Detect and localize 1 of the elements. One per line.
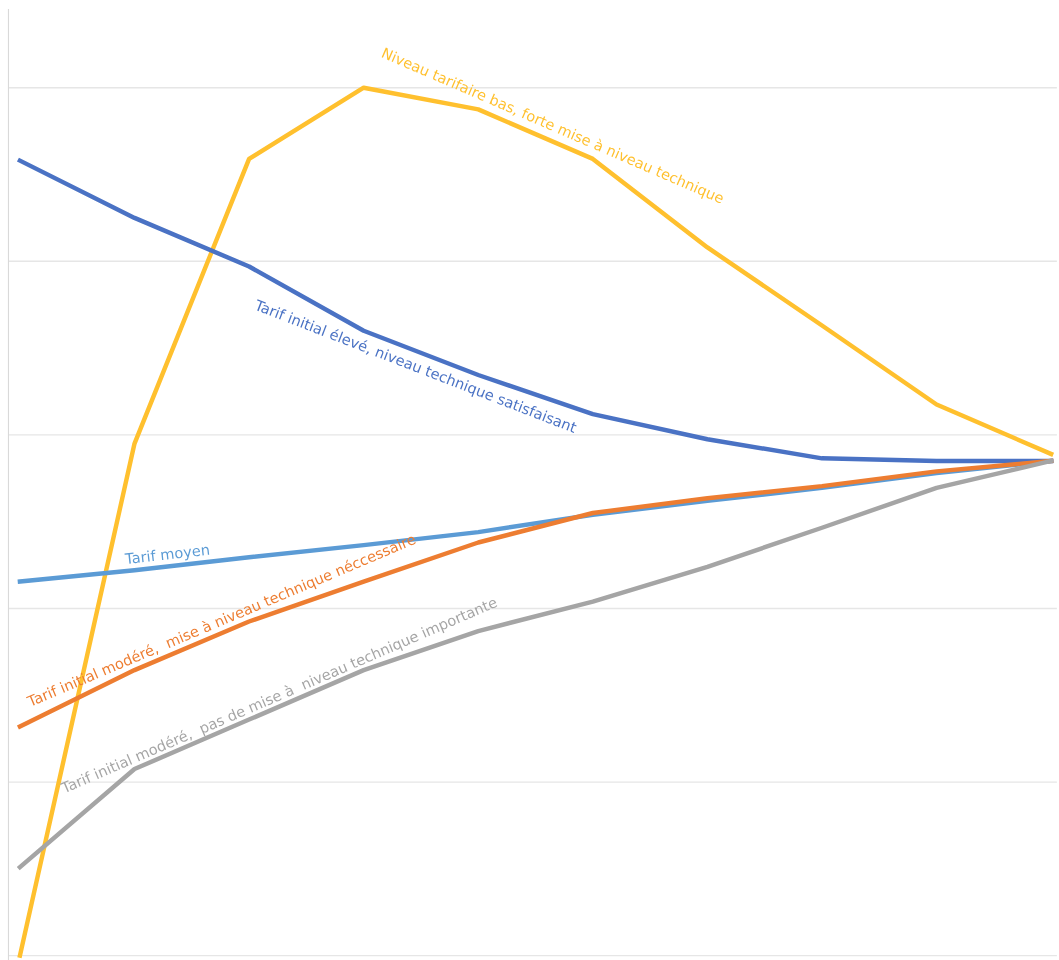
text: Tarif moyen: [124, 543, 210, 568]
